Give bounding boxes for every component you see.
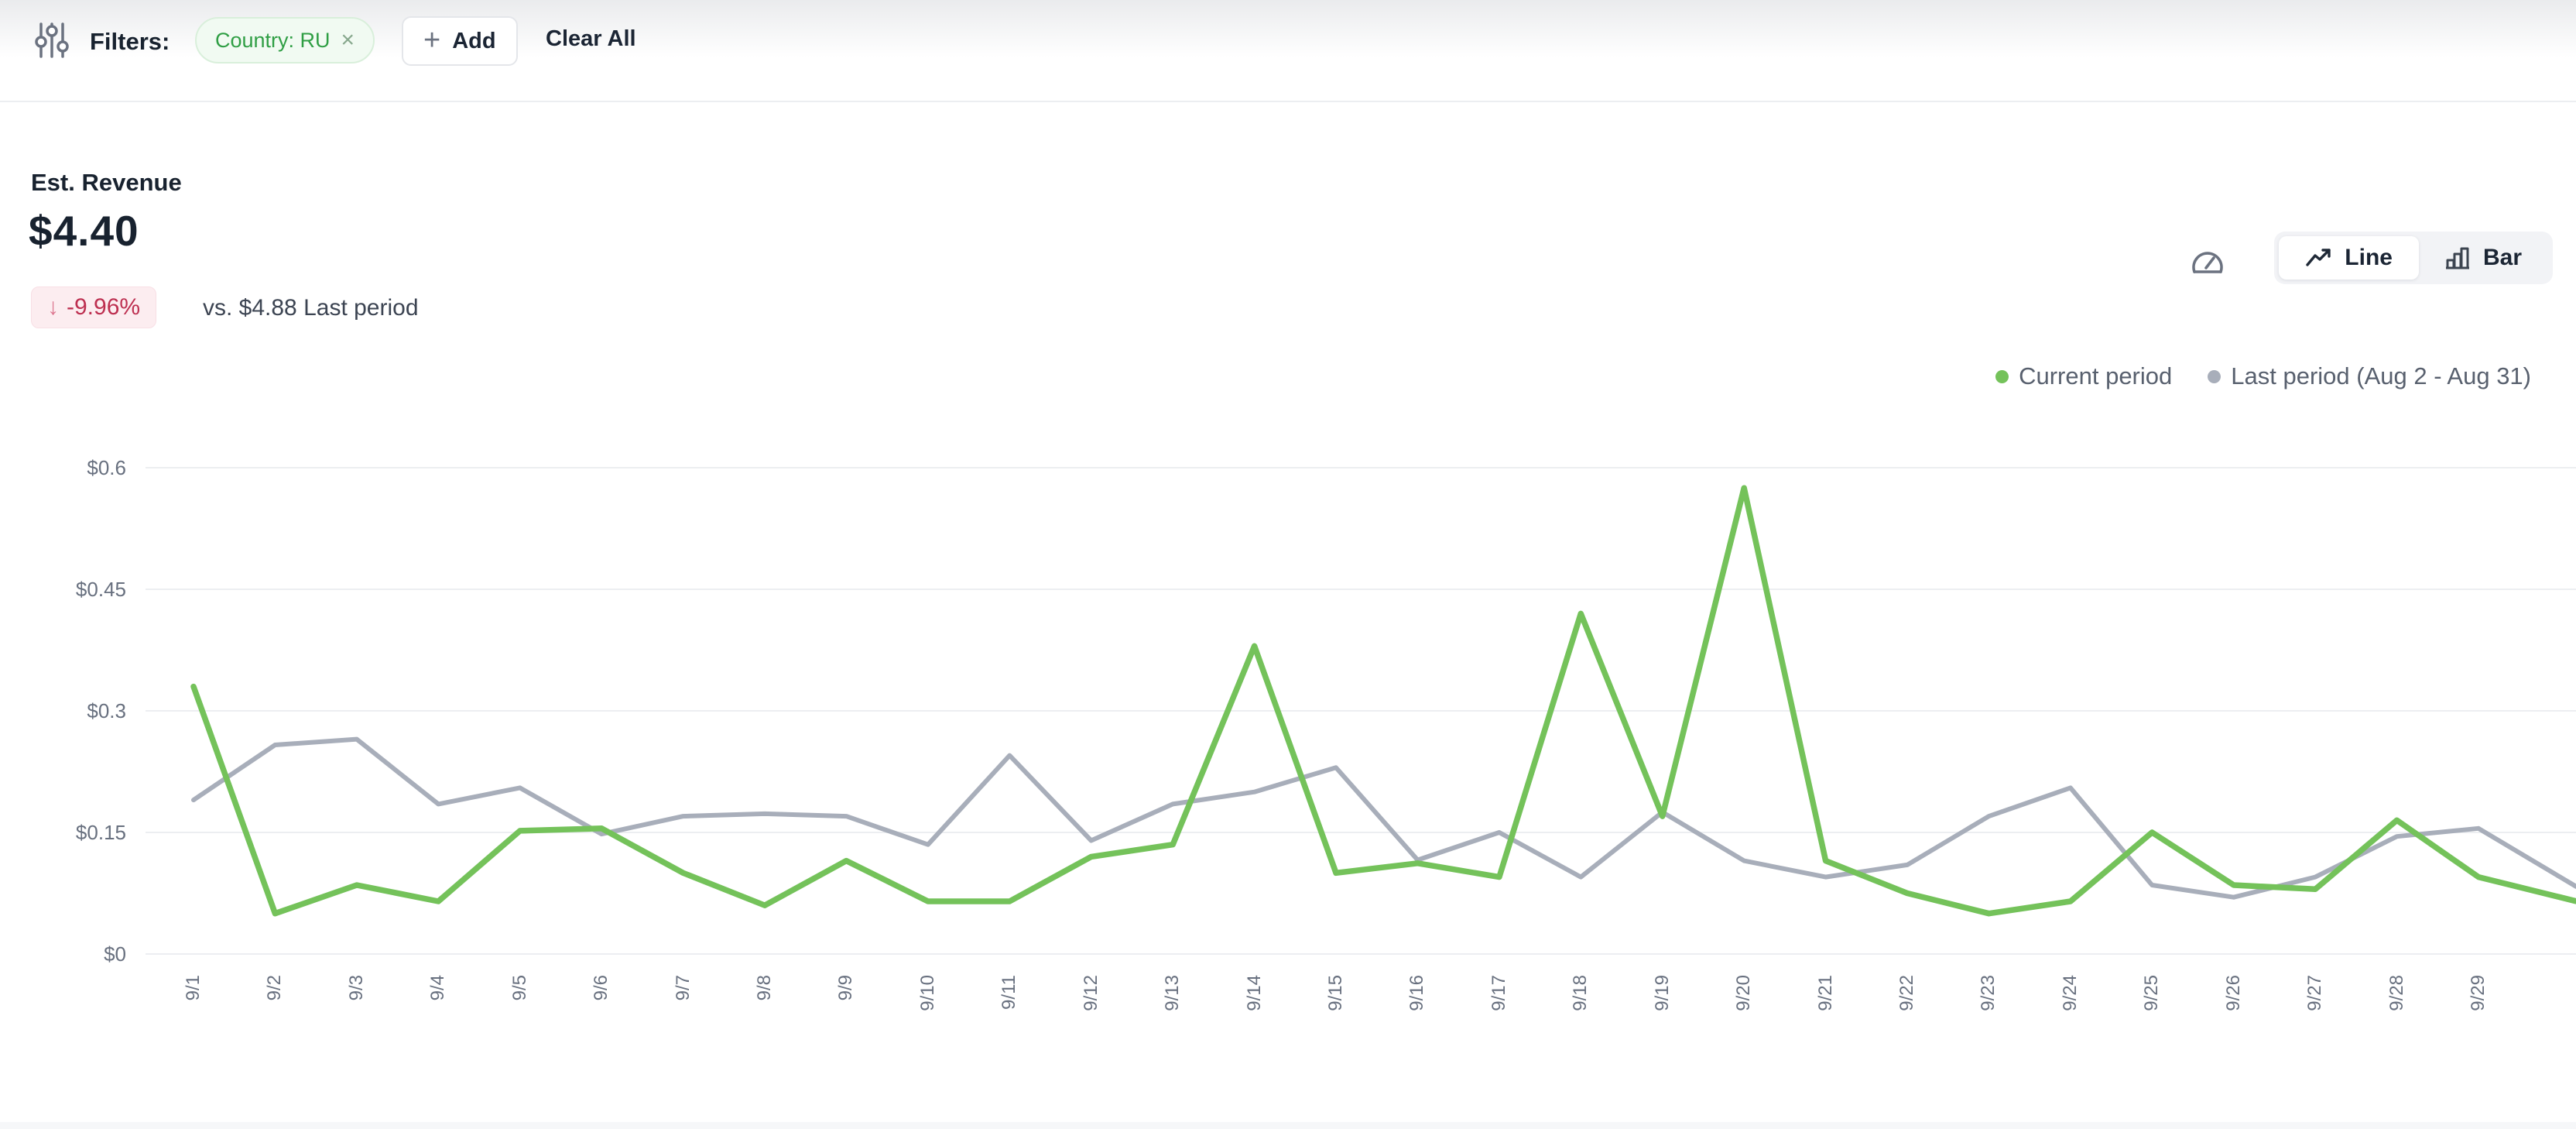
bottom-edge-band	[0, 1122, 2576, 1129]
x-tick-label: 9/15	[1325, 975, 1347, 1011]
x-tick-label: 9/3	[345, 975, 367, 1001]
filter-chip-country[interactable]: Country: RU ×	[195, 17, 375, 63]
x-tick-label: 9/17	[1488, 975, 1509, 1011]
x-tick-label: 9/26	[2222, 975, 2244, 1011]
revenue-line-chart[interactable]	[0, 430, 2576, 976]
x-tick-label: 9/23	[1978, 975, 1999, 1011]
filters-sliders-icon	[34, 21, 70, 63]
clear-all-button[interactable]: Clear All	[546, 26, 636, 51]
line-chart-button[interactable]: Line	[2279, 236, 2419, 280]
chart-legend: Current period Last period (Aug 2 - Aug …	[1995, 362, 2531, 390]
last-period-line	[191, 736, 2576, 900]
x-tick-label: 9/18	[1570, 975, 1591, 1011]
x-tick-label: 9/28	[2386, 975, 2407, 1011]
delta-value: -9.96%	[67, 294, 141, 320]
delta-badge: ↓ -9.96%	[31, 287, 157, 328]
bar-chart-icon	[2445, 247, 2469, 269]
top-gradient	[0, 0, 2576, 57]
line-chart-label: Line	[2345, 245, 2393, 270]
x-tick-label: 9/20	[1733, 975, 1755, 1011]
y-tick-label: $0.45	[75, 578, 126, 601]
y-tick-label: $0.3	[87, 699, 126, 722]
x-tick-label: 9/16	[1406, 975, 1428, 1011]
plus-icon: +	[423, 23, 441, 57]
arrow-down-icon: ↓	[47, 294, 59, 320]
x-tick-label: 9/9	[835, 975, 857, 1001]
current-period-line	[190, 485, 2576, 917]
x-tick-label: 9/25	[2141, 975, 2163, 1011]
x-tick-label: 9/13	[1162, 975, 1184, 1011]
x-tick-label: 9/8	[754, 975, 775, 1001]
section-divider	[0, 101, 2576, 102]
kpi-comparison: vs. $4.88 Last period	[203, 295, 419, 321]
legend-dot-last	[2208, 369, 2221, 383]
filter-chip-label: Country: RU	[215, 28, 331, 52]
legend-dot-current	[1995, 369, 2009, 383]
x-tick-label: 9/11	[999, 975, 1020, 1010]
x-tick-label: 9/4	[427, 975, 449, 1001]
x-tick-label: 9/24	[2059, 975, 2081, 1011]
x-tick-label: 9/12	[1080, 975, 1101, 1011]
x-tick-label: 9/7	[672, 975, 694, 1001]
x-tick-label: 9/22	[1896, 975, 1918, 1011]
x-tick-label: 9/10	[916, 975, 938, 1011]
gauge-icon[interactable]	[2189, 245, 2226, 282]
y-tick-label: $0.6	[87, 456, 126, 479]
filters-label: Filters:	[90, 28, 170, 55]
kpi-title: Est. Revenue	[31, 169, 182, 196]
y-tick-label: $0.15	[75, 821, 126, 844]
legend-label-last: Last period (Aug 2 - Aug 31)	[2231, 362, 2531, 389]
chip-remove-icon[interactable]: ×	[341, 27, 355, 53]
add-filter-label: Add	[452, 28, 496, 53]
x-tick-label: 9/14	[1243, 975, 1265, 1011]
x-tick-label: 9/2	[264, 975, 286, 1001]
x-tick-label: 9/29	[2468, 975, 2489, 1011]
trend-up-icon	[2306, 249, 2331, 266]
x-tick-label: 9/27	[2304, 975, 2326, 1011]
x-tick-label: 9/21	[1814, 975, 1836, 1011]
legend-label-current: Current period	[2019, 362, 2173, 389]
bar-chart-button[interactable]: Bar	[2419, 236, 2548, 280]
legend-item-last-period[interactable]: Last period (Aug 2 - Aug 31)	[2208, 362, 2531, 390]
bar-chart-label: Bar	[2482, 245, 2522, 270]
chart-type-toggle: Line Bar	[2274, 232, 2553, 284]
kpi-value: $4.40	[29, 207, 139, 255]
x-tick-label: 9/5	[509, 975, 530, 1001]
x-tick-label: 9/6	[591, 975, 612, 1001]
add-filter-button[interactable]: + Add	[402, 16, 518, 66]
x-tick-label: 9/19	[1651, 975, 1673, 1011]
y-tick-label: $0	[104, 942, 126, 966]
x-tick-label: 9/1	[183, 975, 204, 1001]
legend-item-current-period[interactable]: Current period	[1995, 362, 2172, 390]
